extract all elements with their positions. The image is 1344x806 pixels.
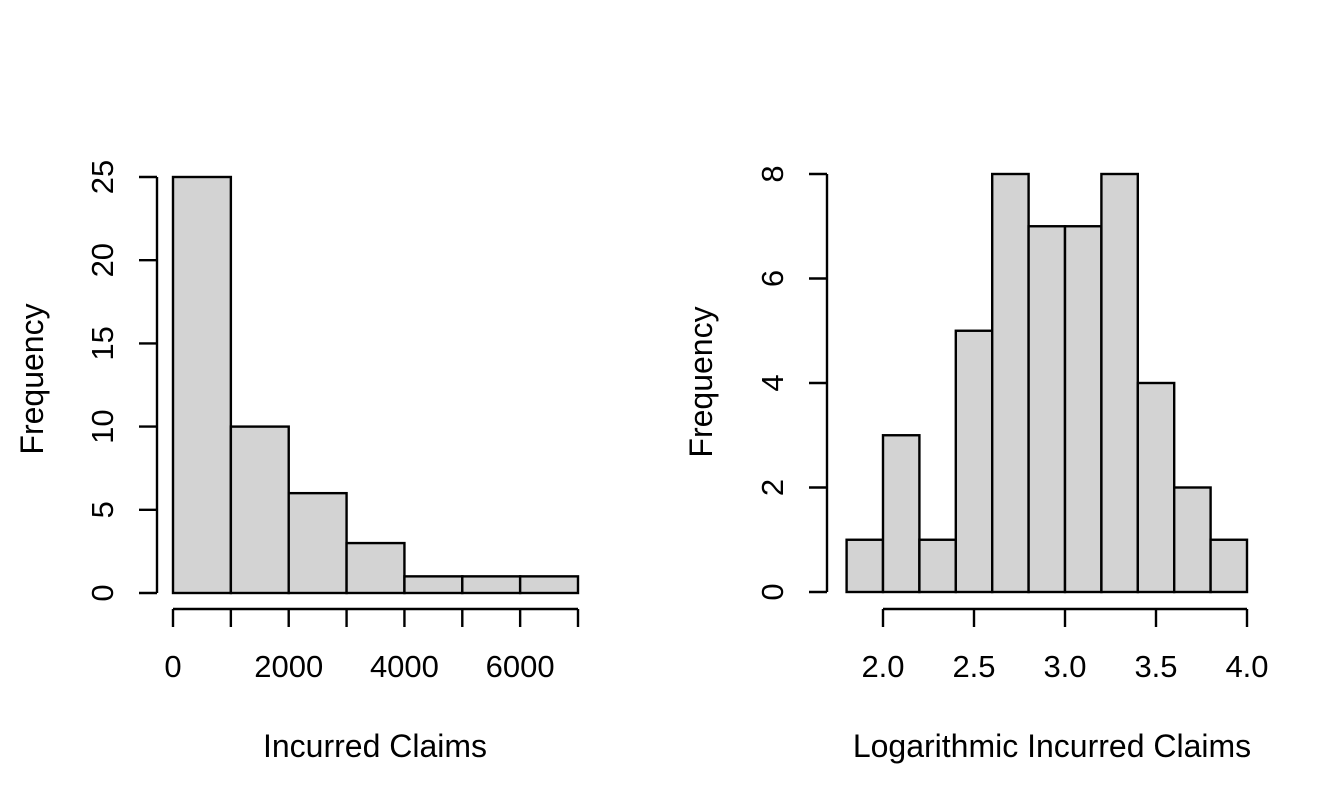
left-histogram-bar — [403, 575, 464, 595]
left-histogram-y-tick-label: 5 — [85, 501, 120, 518]
right-x-axis-title: Logarithmic Incurred Claims — [852, 728, 1252, 764]
left-histogram-y-tick-label: 0 — [85, 584, 120, 601]
right-histogram-bar — [918, 538, 958, 594]
left-histogram-y-tick-label: 10 — [85, 409, 120, 443]
right-histogram-x-tick-label: 2.5 — [952, 649, 995, 684]
right-histogram-y-tick-label: 2 — [755, 479, 790, 496]
left-histogram-bar — [171, 175, 233, 595]
right-histogram-bar — [1172, 486, 1212, 594]
right-histogram-bar — [1209, 538, 1249, 594]
left-histogram-y-tick-label: 15 — [85, 326, 120, 360]
left-histogram-bar — [287, 491, 348, 595]
left-histogram-y-tick-label: 25 — [85, 160, 120, 194]
right-histogram-bar — [1136, 381, 1176, 594]
right-histogram-bar — [1027, 225, 1067, 594]
right-histogram-bar — [991, 172, 1030, 594]
left-histogram-x-tick-label: 2000 — [254, 649, 323, 684]
left-histogram-bar — [345, 541, 406, 595]
right-histogram-x-tick-label: 3.5 — [1134, 649, 1177, 684]
left-y-axis-title: Frequency — [14, 303, 50, 455]
right-histogram-bar — [845, 538, 885, 594]
left-histogram-x-tick-label: 6000 — [486, 649, 555, 684]
right-histogram-x-tick-label: 4.0 — [1225, 649, 1268, 684]
left-histogram-bar — [229, 425, 290, 595]
right-y-axis-title: Frequency — [683, 306, 719, 458]
left-histogram-x-tick-label: 0 — [164, 649, 181, 684]
right-histogram-y-tick-label: 4 — [755, 374, 790, 391]
right-histogram-bar — [954, 329, 994, 594]
right-histogram-y-tick-label: 8 — [755, 165, 790, 182]
right-histogram-y-tick-label: 6 — [755, 270, 790, 287]
left-histogram-bar — [518, 575, 580, 595]
left-histogram-x-tick-label: 4000 — [370, 649, 439, 684]
right-histogram-bar — [1063, 225, 1103, 594]
right-histogram-x-tick-label: 2.0 — [861, 649, 904, 684]
right-histogram-bar — [881, 434, 921, 594]
left-x-axis-title: Incurred Claims — [262, 728, 488, 764]
left-histogram-y-tick-label: 20 — [85, 243, 120, 277]
right-histogram-x-tick-label: 3.0 — [1043, 649, 1086, 684]
right-histogram-y-tick-label: 0 — [755, 583, 790, 600]
left-histogram-bar — [461, 575, 522, 595]
right-histogram-bar — [1100, 172, 1140, 594]
